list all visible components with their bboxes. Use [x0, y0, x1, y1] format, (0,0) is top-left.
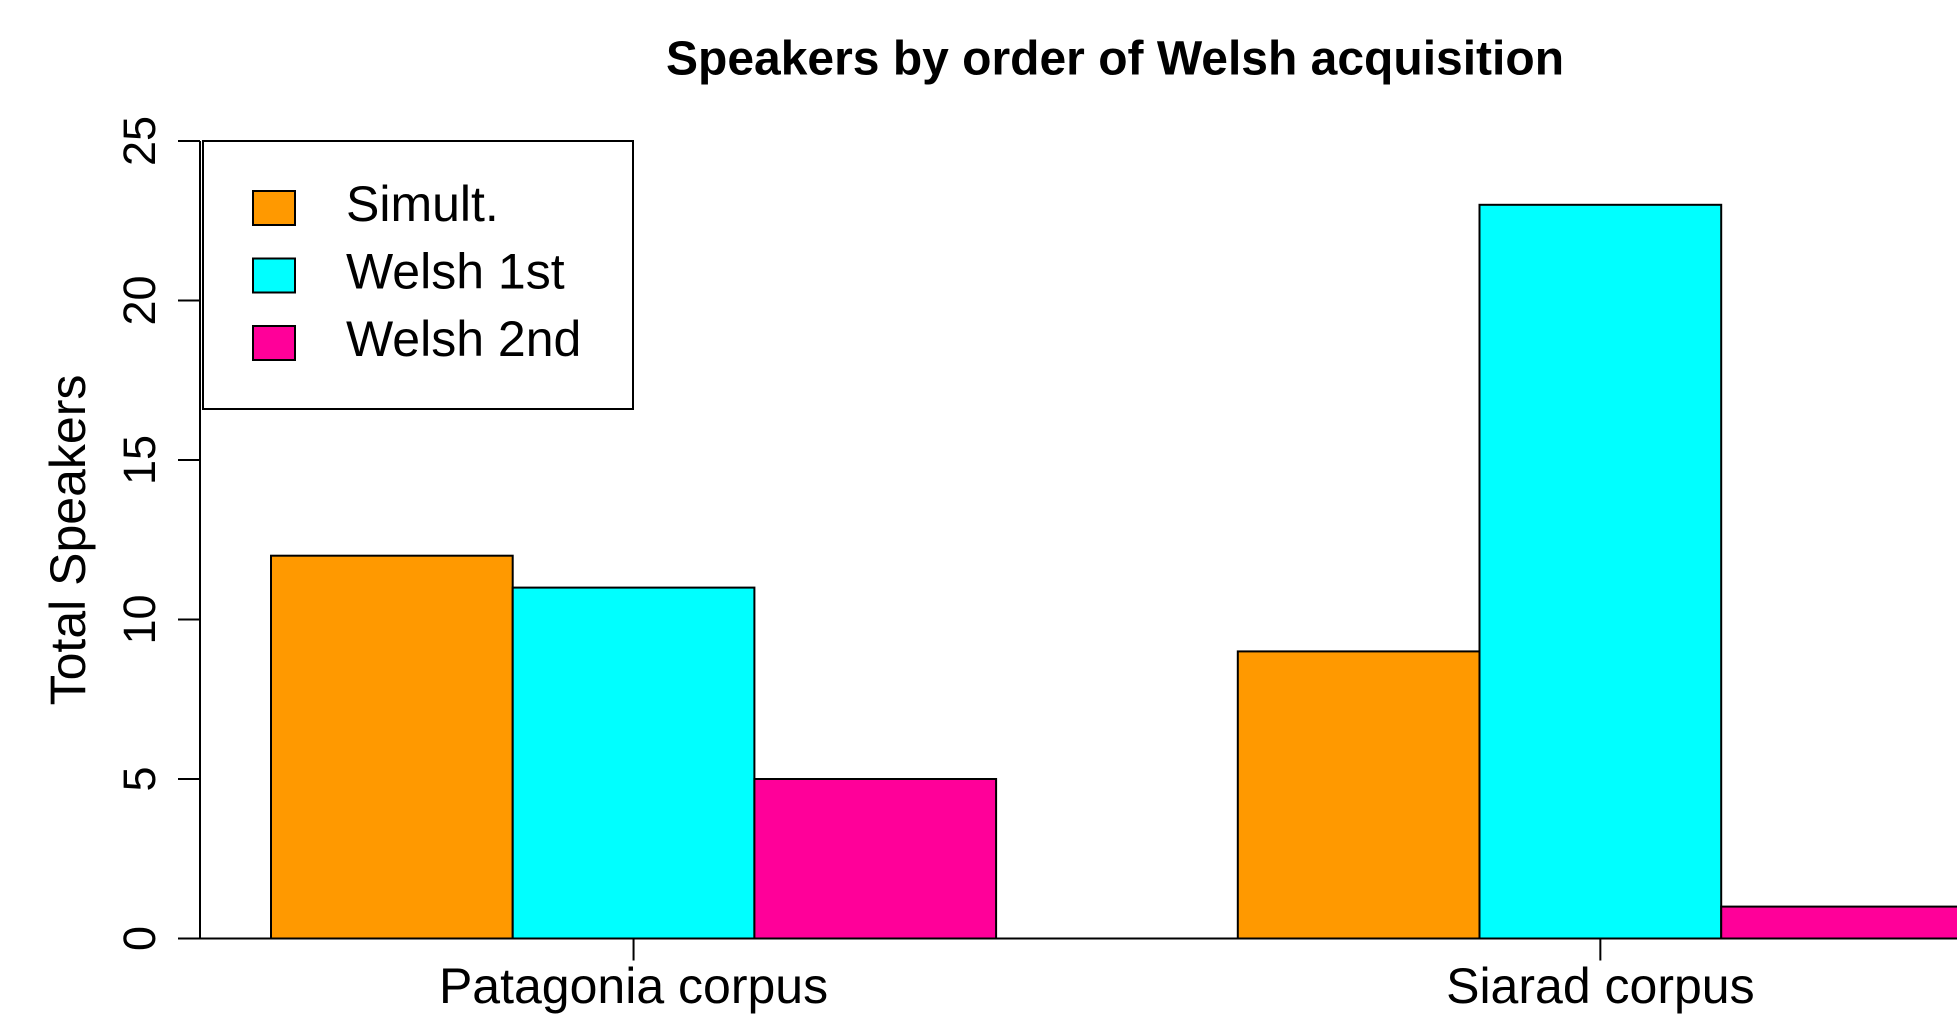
- legend-label: Welsh 1st: [346, 244, 565, 300]
- legend-box: [202, 140, 634, 410]
- bar: [753, 778, 998, 940]
- y-axis-label: Total Speakers: [40, 375, 96, 706]
- legend-label: Simult.: [346, 176, 499, 232]
- y-tick-label: 25: [114, 116, 165, 166]
- bar: [1478, 203, 1723, 940]
- x-tick-label: Siarad corpus: [1446, 958, 1755, 1014]
- y-tick-label: 5: [114, 766, 165, 791]
- bar: [511, 586, 756, 940]
- legend-swatch: [252, 325, 296, 361]
- legend-label: Welsh 2nd: [346, 311, 581, 367]
- legend-swatch: [252, 190, 296, 226]
- y-tick-label: 0: [114, 926, 165, 951]
- x-tick-label: Patagonia corpus: [439, 958, 828, 1014]
- legend-swatch: [252, 257, 296, 294]
- bar: [270, 554, 514, 940]
- y-tick-label: 15: [114, 435, 165, 485]
- chart-title: Speakers by order of Welsh acquisition: [666, 33, 1564, 86]
- bar: [1720, 905, 1957, 940]
- y-tick-label: 20: [114, 275, 165, 325]
- bar: [1236, 650, 1481, 940]
- y-tick-label: 10: [114, 594, 165, 644]
